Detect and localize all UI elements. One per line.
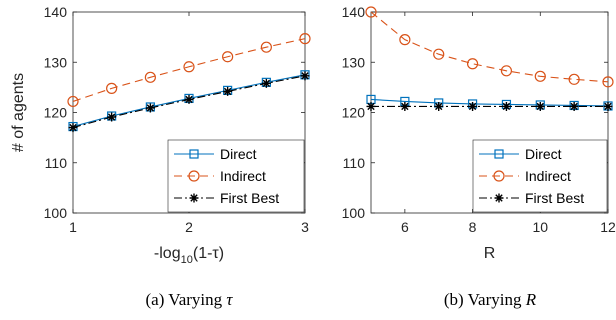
legend-label: Indirect: [220, 168, 266, 184]
data-point: [183, 61, 195, 73]
data-point: [260, 41, 272, 53]
data-point: [433, 48, 445, 60]
y-axis-label: # of agents: [10, 73, 27, 152]
caption: (b) Varying R: [444, 290, 537, 309]
data-point: [434, 101, 444, 111]
x-tick-label: 2: [185, 219, 193, 235]
x-tick-label: 12: [600, 219, 616, 235]
data-point: [400, 101, 410, 111]
series-indirect: [67, 33, 311, 108]
data-point: [189, 149, 199, 159]
y-tick-label: 100: [342, 205, 366, 221]
legend-label: Direct: [220, 146, 257, 162]
data-point: [261, 78, 271, 88]
data-point: [535, 101, 545, 111]
y-tick-label: 120: [342, 105, 366, 121]
data-point: [494, 149, 504, 159]
data-point: [365, 6, 377, 18]
series-first-best: [68, 71, 310, 133]
caption: (a) Varying τ: [146, 290, 234, 309]
data-point: [602, 76, 614, 88]
series-line: [72, 38, 306, 102]
data-point: [144, 71, 156, 83]
data-point: [399, 34, 411, 46]
legend: Direct Indirect First Best: [472, 139, 608, 213]
data-point: [223, 86, 233, 96]
data-point: [68, 123, 78, 133]
data-point: [494, 193, 504, 203]
series-line: [370, 11, 609, 83]
y-tick-label: 110: [343, 155, 366, 171]
series-line: [370, 98, 609, 107]
data-point: [603, 101, 613, 111]
data-point: [145, 103, 155, 113]
data-point: [184, 94, 194, 104]
data-point: [468, 101, 478, 111]
x-tick-label: 6: [401, 219, 409, 235]
data-point: [466, 58, 479, 70]
x-axis-label: -log10(1-τ): [154, 245, 224, 266]
x-tick-label: 3: [301, 219, 309, 235]
legend-label: Indirect: [525, 168, 571, 184]
data-point: [534, 70, 546, 82]
y-tick-label: 130: [342, 54, 366, 70]
y-tick-label: 140: [342, 4, 366, 20]
legend-label: First Best: [525, 190, 584, 206]
legend-label: First Best: [220, 190, 279, 206]
x-tick-label: 8: [469, 219, 477, 235]
y-tick-label: 130: [44, 54, 68, 70]
data-point: [300, 71, 310, 81]
y-tick-label: 140: [44, 4, 68, 20]
data-point: [189, 193, 199, 203]
data-point: [493, 170, 505, 182]
data-point: [501, 101, 511, 111]
chart-varying-tau: 100 110 120 130 140 1 2 3 -log10(1-τ) # of agents…: [10, 4, 311, 309]
x-tick-label: 1: [69, 219, 77, 235]
y-tick-label: 120: [44, 105, 68, 121]
data-point: [299, 33, 311, 45]
x-tick-label: 10: [532, 219, 548, 235]
series-indirect: [365, 6, 614, 88]
data-point: [106, 82, 118, 94]
data-point: [568, 73, 580, 85]
y-tick-label: 100: [44, 205, 68, 221]
data-point: [569, 101, 579, 111]
series-first-best: [366, 101, 613, 111]
y-tick-label: 110: [45, 155, 68, 171]
legend-label: Direct: [525, 146, 562, 162]
chart-varying-r: 100 110 120 130 140 6 8 10 12 R Direct Indirect Firs…: [342, 4, 616, 309]
data-point: [188, 170, 200, 182]
data-point: [500, 65, 513, 77]
data-point: [107, 112, 117, 122]
x-axis-label: R: [484, 245, 496, 262]
data-point: [366, 101, 376, 111]
data-point: [222, 51, 234, 63]
data-point: [67, 95, 79, 108]
legend: Direct Indirect First Best: [167, 139, 305, 213]
